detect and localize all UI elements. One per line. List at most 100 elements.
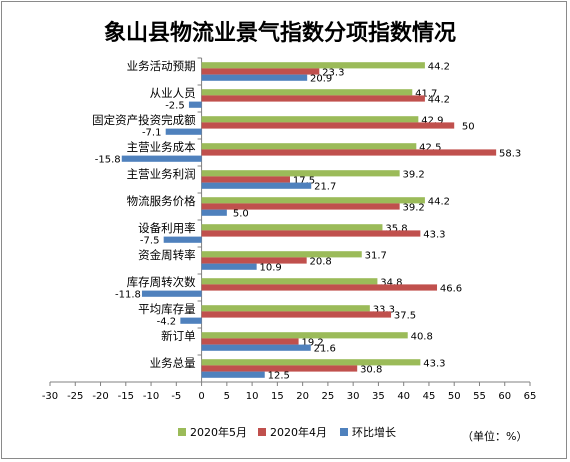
x-tick-label: 55 xyxy=(473,391,486,402)
bar xyxy=(201,170,400,177)
data-label: 39.2 xyxy=(403,169,425,180)
data-label: 43.3 xyxy=(423,230,445,241)
unit-note: （单位：%） xyxy=(462,429,527,443)
data-label: 35.8 xyxy=(385,223,407,234)
bar xyxy=(165,128,202,135)
data-label: 17.5 xyxy=(293,176,315,187)
x-tick-label: -5 xyxy=(171,391,181,402)
data-label: 37.5 xyxy=(394,311,416,322)
bar xyxy=(201,230,421,237)
legend-label: 环比增长 xyxy=(352,425,396,439)
bar xyxy=(201,62,425,69)
y-category-label: 业务活动预期 xyxy=(127,59,196,73)
legend-swatch xyxy=(340,428,348,436)
data-label: -2.5 xyxy=(165,101,185,112)
bar xyxy=(201,95,425,102)
x-tick-label: -10 xyxy=(143,391,159,402)
data-label: 21.6 xyxy=(314,344,336,355)
data-label: 21.7 xyxy=(314,182,336,193)
x-tick-label: 10 xyxy=(246,391,259,402)
data-label: 20.9 xyxy=(310,74,332,85)
bar xyxy=(201,257,307,264)
x-tick-label: 35 xyxy=(372,391,385,402)
bar xyxy=(201,284,438,291)
bar xyxy=(201,344,311,351)
chart-title: 象山县物流业景气指数分项指数情况 xyxy=(104,20,456,46)
bar xyxy=(201,203,400,210)
y-category-label: 新订单 xyxy=(161,329,196,343)
data-label: -7.5 xyxy=(140,236,160,247)
data-label: 50 xyxy=(462,122,475,133)
bar xyxy=(201,143,417,150)
legend-label: 2020年4月 xyxy=(270,425,327,439)
bar xyxy=(201,224,383,231)
bar xyxy=(201,149,497,156)
data-label: 42.9 xyxy=(421,115,443,126)
bar xyxy=(201,278,378,285)
y-category-label: 从业人员 xyxy=(150,86,196,100)
data-label: 44.2 xyxy=(428,196,450,207)
data-label: -15.8 xyxy=(95,155,121,166)
y-category-label: 库存周转次数 xyxy=(127,275,196,289)
bar xyxy=(201,371,265,378)
data-label: 12.5 xyxy=(268,371,290,382)
bar xyxy=(201,359,421,366)
y-category-label: 主营业务成本 xyxy=(127,140,196,154)
bar xyxy=(163,236,202,243)
data-label: 58.3 xyxy=(499,149,521,160)
bar xyxy=(201,197,425,204)
x-tick-label: 40 xyxy=(397,391,410,402)
data-label: 10.9 xyxy=(260,263,282,274)
bar xyxy=(201,116,419,123)
data-label: 23.3 xyxy=(322,68,344,79)
legend-swatch xyxy=(258,428,266,436)
data-label: 42.5 xyxy=(419,142,441,153)
data-label: -7.1 xyxy=(142,128,162,139)
x-tick-label: 60 xyxy=(498,391,511,402)
y-category-label: 资金周转率 xyxy=(138,248,196,262)
data-label: 41.7 xyxy=(415,88,437,99)
x-tick-label: 25 xyxy=(322,391,335,402)
data-label: 39.2 xyxy=(403,203,425,214)
bar xyxy=(201,182,312,189)
bar xyxy=(180,317,202,324)
x-tick-label: 50 xyxy=(448,391,461,402)
data-label: 44.2 xyxy=(428,61,450,72)
data-label: 20.8 xyxy=(310,257,332,268)
y-category-label: 物流服务价格 xyxy=(127,194,196,208)
y-category-label: 业务总量 xyxy=(150,356,196,370)
y-category-label: 平均库存量 xyxy=(138,302,196,316)
data-label: 31.7 xyxy=(365,250,387,261)
data-label: 5.0 xyxy=(233,209,249,220)
bar xyxy=(201,305,370,312)
chart-legend: 2020年5月 2020年4月 环比增长 xyxy=(178,425,396,439)
bar xyxy=(201,176,290,183)
x-tick-label: 5 xyxy=(224,391,230,402)
x-tick-label: 30 xyxy=(347,391,360,402)
data-label: 44.2 xyxy=(428,95,450,106)
x-tick-label: 20 xyxy=(296,391,309,402)
data-label: 43.3 xyxy=(423,358,445,369)
bar xyxy=(201,74,308,81)
data-label: 33.3 xyxy=(373,304,395,315)
bar xyxy=(201,311,392,318)
x-tick-label: -25 xyxy=(67,391,83,402)
x-tick-label: -20 xyxy=(92,391,108,402)
bar xyxy=(201,263,257,270)
legend-swatch xyxy=(178,428,186,436)
x-tick-label: 45 xyxy=(423,391,436,402)
data-label: 30.8 xyxy=(360,365,382,376)
bar xyxy=(201,365,358,372)
x-tick-label: -15 xyxy=(118,391,134,402)
data-label: 46.6 xyxy=(440,284,462,295)
data-label: 34.8 xyxy=(380,277,402,288)
y-category-label: 设备利用率 xyxy=(138,221,196,235)
y-category-label: 主营业务利润 xyxy=(127,167,196,181)
data-label: 19.2 xyxy=(301,338,323,349)
y-category-label: 固定资产投资完成额 xyxy=(92,113,196,127)
bar xyxy=(201,251,362,258)
bar xyxy=(201,209,227,216)
x-tick-label: -30 xyxy=(42,391,58,402)
plot-area: -30 -25 -20 -15 -10 -5 0 5 10 15 20 25 30 35 40 45 50 55 6… xyxy=(42,57,536,402)
bar xyxy=(201,89,413,96)
